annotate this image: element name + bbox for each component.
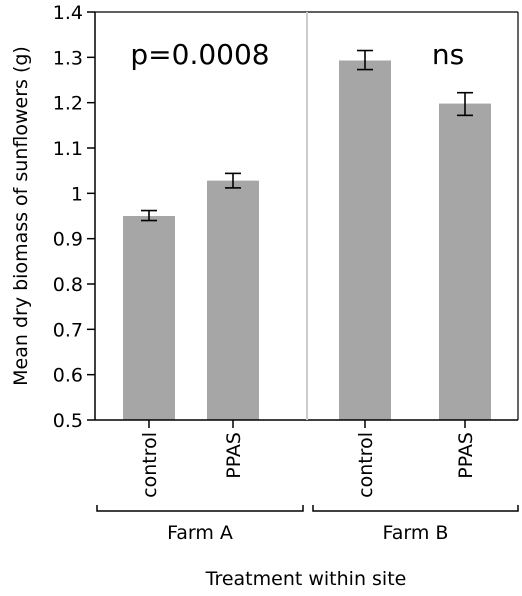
group-bracket (96, 505, 304, 512)
y-tick-label: 0.8 (53, 274, 83, 296)
y-axis-title: Mean dry biomass of sunflowers (g) (10, 46, 32, 386)
bars-layer (123, 60, 491, 421)
y-tick-label: 0.9 (53, 229, 83, 251)
x-category-label: control (355, 432, 377, 498)
annotation-farm-b: ns (432, 38, 464, 71)
y-tick-label: 0.6 (53, 365, 83, 387)
y-tick-label: 1.3 (53, 47, 83, 69)
error-bar (457, 91, 473, 117)
x-category-label: control (139, 432, 161, 498)
bar-farm-b-ppas (439, 103, 491, 420)
error-bars-layer (141, 49, 473, 222)
group-bracket (312, 505, 519, 512)
annotation-farm-a: p=0.0008 (130, 38, 269, 71)
error-bar (141, 209, 157, 222)
y-tick-label: 0.7 (53, 319, 83, 341)
y-axis: 0.5 0.6 0.7 0.8 0.9 1 1.1 1.2 1.3 1.4 (53, 2, 519, 432)
y-tick-label: 1.1 (53, 138, 83, 160)
error-bar (357, 49, 373, 71)
y-tick-label: 1.4 (53, 2, 83, 24)
x-axis-categories: control PPAS control PPAS (139, 420, 477, 498)
y-tick-label: 1 (71, 183, 83, 205)
group-label: Farm B (383, 522, 449, 544)
bar-farm-a-control (123, 216, 175, 420)
x-axis-groups: Farm A Farm B (96, 505, 519, 544)
y-tick-label: 1.2 (53, 93, 83, 115)
bar-farm-a-ppas (207, 180, 259, 420)
x-axis-title: Treatment within site (205, 568, 407, 590)
y-tick-label: 0.5 (53, 410, 83, 432)
x-category-label: PPAS (223, 432, 245, 479)
group-label: Farm A (167, 522, 233, 544)
bar-farm-b-control (339, 60, 391, 421)
x-category-label: PPAS (455, 432, 477, 479)
error-bar (225, 172, 241, 189)
